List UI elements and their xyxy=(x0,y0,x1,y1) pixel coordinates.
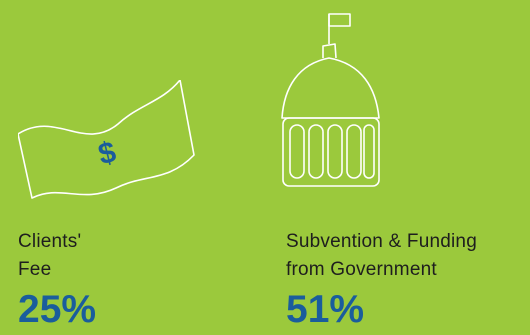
funding-source-clients-fee: $ Clients' Fee 25% xyxy=(0,0,250,335)
label-line-1: Subvention & Funding xyxy=(286,231,477,252)
dollar-sign-icon: $ xyxy=(95,135,119,171)
label-line-2: from Government xyxy=(286,259,437,280)
money-icon: $ xyxy=(17,79,198,205)
label-line-2: Fee xyxy=(18,259,52,280)
percentage-government-funding: 51% xyxy=(286,288,365,331)
capitol-dome-icon xyxy=(280,8,390,190)
label-government-funding: Subvention & Funding from Government xyxy=(286,228,477,284)
label-clients-fee: Clients' Fee xyxy=(18,228,81,284)
funding-source-government: Subvention & Funding from Government 51% xyxy=(250,0,530,335)
percentage-clients-fee: 25% xyxy=(18,288,97,331)
label-line-1: Clients' xyxy=(18,231,82,252)
